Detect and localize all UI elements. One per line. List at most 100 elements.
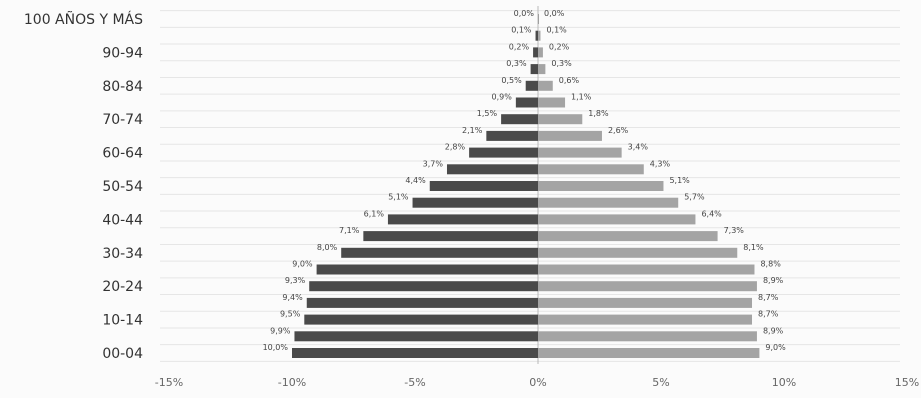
age-group-label: 10-14 bbox=[102, 313, 143, 329]
bar-right-series bbox=[538, 30, 541, 41]
x-tick-label: -10% bbox=[278, 376, 306, 389]
bar-left-series bbox=[469, 147, 538, 158]
data-label-left: 0,1% bbox=[511, 26, 532, 35]
x-tick-label: 5% bbox=[652, 376, 669, 389]
data-label-left: 7,1% bbox=[339, 226, 360, 235]
data-label-right: 1,1% bbox=[571, 93, 592, 102]
bar-left-series bbox=[341, 247, 538, 258]
data-label-right: 0,1% bbox=[546, 26, 567, 35]
data-label-left: 9,5% bbox=[280, 310, 301, 319]
data-label-left: 4,4% bbox=[405, 176, 426, 185]
data-label-right: 9,0% bbox=[765, 343, 786, 352]
bar-left-series bbox=[533, 47, 538, 58]
bar-right-series bbox=[538, 214, 696, 225]
data-label-right: 3,4% bbox=[628, 143, 649, 152]
bar-right-series bbox=[538, 281, 757, 292]
data-label-right: 0,2% bbox=[549, 42, 570, 51]
data-label-left: 9,3% bbox=[285, 276, 306, 285]
bar-left-series bbox=[304, 314, 538, 325]
age-group-label: 20-24 bbox=[102, 279, 143, 295]
bar-left-series bbox=[429, 181, 538, 191]
bar-left-series bbox=[535, 30, 538, 41]
data-label-left: 0,9% bbox=[492, 93, 513, 102]
data-label-left: 0,3% bbox=[506, 59, 527, 68]
age-group-label: 70-74 bbox=[102, 112, 143, 128]
x-tick-label: -5% bbox=[404, 376, 425, 389]
data-label-left: 9,4% bbox=[282, 293, 303, 302]
age-group-label: 90-94 bbox=[102, 45, 143, 61]
x-tick-label: 10% bbox=[772, 376, 796, 389]
data-label-left: 6,1% bbox=[364, 209, 385, 218]
bar-right-series bbox=[538, 264, 755, 275]
data-label-left: 0,5% bbox=[501, 76, 522, 85]
bar-right-series bbox=[538, 247, 738, 258]
bar-right-series bbox=[538, 197, 679, 208]
bar-left-series bbox=[530, 64, 538, 75]
data-label-right: 8,9% bbox=[763, 276, 784, 285]
data-label-left: 3,7% bbox=[423, 159, 444, 168]
bar-left-series bbox=[515, 97, 538, 108]
data-label-right: 5,1% bbox=[669, 176, 690, 185]
data-label-right: 8,7% bbox=[758, 310, 779, 319]
x-tick-label: -15% bbox=[155, 376, 183, 389]
data-label-right: 0,0% bbox=[544, 9, 565, 18]
data-label-right: 5,7% bbox=[684, 193, 705, 202]
data-label-left: 10,0% bbox=[263, 343, 289, 352]
bar-left-series bbox=[316, 264, 538, 275]
bar-left-series bbox=[446, 164, 538, 175]
bar-left-series bbox=[292, 348, 538, 358]
bar-right-series bbox=[538, 64, 546, 75]
bar-right-series bbox=[538, 348, 760, 358]
bar-left-series bbox=[306, 297, 538, 308]
bar-right-series bbox=[538, 164, 644, 175]
bar-right-series bbox=[538, 47, 543, 58]
age-group-label: 00-04 bbox=[102, 346, 143, 362]
data-label-left: 9,0% bbox=[292, 260, 313, 269]
bar-right-series bbox=[538, 181, 664, 191]
data-label-right: 8,9% bbox=[763, 326, 784, 335]
bar-left-series bbox=[525, 80, 538, 91]
data-label-left: 9,9% bbox=[270, 326, 291, 335]
age-group-label: 40-44 bbox=[102, 212, 143, 228]
age-group-label: 50-54 bbox=[102, 179, 143, 195]
data-label-right: 2,6% bbox=[608, 126, 629, 135]
x-tick-label: 0% bbox=[529, 376, 546, 389]
data-label-left: 2,1% bbox=[462, 126, 483, 135]
age-group-label: 60-64 bbox=[102, 146, 143, 162]
data-label-left: 0,0% bbox=[514, 9, 535, 18]
bar-left-series bbox=[294, 331, 538, 342]
data-label-right: 0,3% bbox=[551, 59, 572, 68]
data-label-left: 1,5% bbox=[477, 109, 498, 118]
x-tick-label: 15% bbox=[895, 376, 919, 389]
bar-right-series bbox=[538, 231, 718, 242]
bar-right-series bbox=[538, 147, 622, 158]
bar-right-series bbox=[538, 297, 753, 308]
bar-left-series bbox=[486, 130, 538, 141]
bar-right-series bbox=[538, 331, 757, 342]
data-label-left: 5,1% bbox=[388, 193, 409, 202]
bar-left-series bbox=[412, 197, 538, 208]
bar-right-series bbox=[538, 314, 753, 325]
data-label-right: 6,4% bbox=[701, 209, 722, 218]
data-label-left: 0,2% bbox=[509, 42, 530, 51]
data-label-right: 8,8% bbox=[760, 260, 781, 269]
bar-left-series bbox=[501, 114, 538, 125]
bar-right-series bbox=[538, 130, 602, 141]
data-label-right: 4,3% bbox=[650, 159, 671, 168]
bar-left-series bbox=[363, 231, 538, 242]
bar-left-series bbox=[309, 281, 538, 292]
age-group-label: 100 AÑOS Y MÁS bbox=[24, 11, 143, 28]
bar-right-series bbox=[538, 80, 553, 91]
age-group-label: 80-84 bbox=[102, 79, 143, 95]
data-label-right: 0,6% bbox=[559, 76, 580, 85]
bar-right-series bbox=[538, 114, 583, 125]
data-label-left: 2,8% bbox=[445, 143, 466, 152]
bar-right-series bbox=[538, 97, 566, 108]
data-label-left: 8,0% bbox=[317, 243, 338, 252]
data-label-right: 8,7% bbox=[758, 293, 779, 302]
data-label-right: 7,3% bbox=[724, 226, 745, 235]
age-group-label: 30-34 bbox=[102, 246, 143, 262]
bar-left-series bbox=[387, 214, 538, 225]
